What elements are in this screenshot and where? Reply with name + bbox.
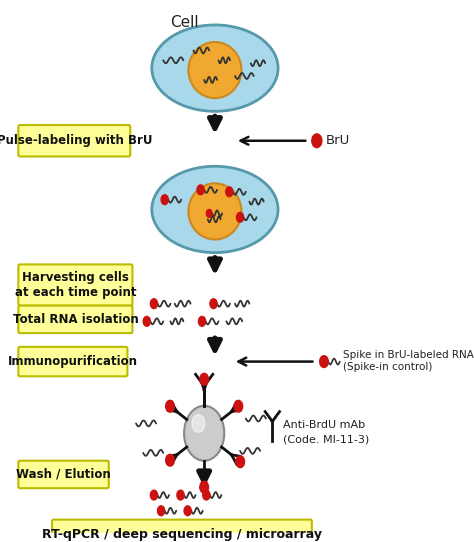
FancyBboxPatch shape	[18, 125, 130, 157]
Text: BrU: BrU	[326, 134, 350, 147]
Text: RT-qPCR / deep sequencing / microarray: RT-qPCR / deep sequencing / microarray	[42, 528, 322, 541]
Circle shape	[177, 490, 184, 500]
Text: (Spike-in control): (Spike-in control)	[343, 363, 432, 372]
Circle shape	[143, 317, 150, 326]
FancyBboxPatch shape	[18, 461, 109, 488]
Text: Spike in BrU-labeled RNA: Spike in BrU-labeled RNA	[343, 350, 474, 360]
Text: Pulse-labeling with BrU: Pulse-labeling with BrU	[0, 134, 152, 147]
Circle shape	[150, 299, 157, 308]
FancyBboxPatch shape	[18, 264, 132, 306]
Circle shape	[319, 356, 328, 367]
Circle shape	[150, 490, 157, 500]
Text: Anti-BrdU mAb: Anti-BrdU mAb	[283, 421, 365, 430]
Circle shape	[161, 195, 168, 204]
Circle shape	[200, 481, 209, 493]
FancyBboxPatch shape	[18, 306, 132, 333]
Ellipse shape	[189, 183, 241, 240]
Circle shape	[166, 454, 174, 466]
Text: Wash / Elution: Wash / Elution	[16, 468, 111, 481]
Circle shape	[210, 299, 217, 308]
Circle shape	[234, 401, 243, 412]
FancyBboxPatch shape	[18, 347, 128, 376]
Circle shape	[312, 134, 322, 147]
Text: Harvesting cells
at each time point: Harvesting cells at each time point	[15, 271, 136, 299]
FancyBboxPatch shape	[52, 520, 312, 542]
Text: Cell: Cell	[170, 15, 199, 30]
Circle shape	[184, 406, 224, 461]
Circle shape	[192, 415, 205, 433]
Ellipse shape	[189, 42, 241, 98]
Circle shape	[206, 209, 212, 217]
Circle shape	[157, 506, 164, 515]
Circle shape	[226, 187, 233, 197]
Text: Immunopurification: Immunopurification	[8, 355, 138, 368]
Circle shape	[200, 373, 209, 385]
Circle shape	[236, 456, 245, 468]
Text: Total RNA isolation: Total RNA isolation	[12, 313, 138, 326]
Circle shape	[237, 212, 244, 222]
Ellipse shape	[152, 25, 278, 111]
Ellipse shape	[152, 166, 278, 253]
Circle shape	[197, 185, 204, 195]
Circle shape	[203, 490, 210, 500]
Text: (Code. MI-11-3): (Code. MI-11-3)	[283, 434, 369, 444]
Circle shape	[166, 401, 174, 412]
Circle shape	[184, 506, 191, 515]
Circle shape	[199, 317, 206, 326]
